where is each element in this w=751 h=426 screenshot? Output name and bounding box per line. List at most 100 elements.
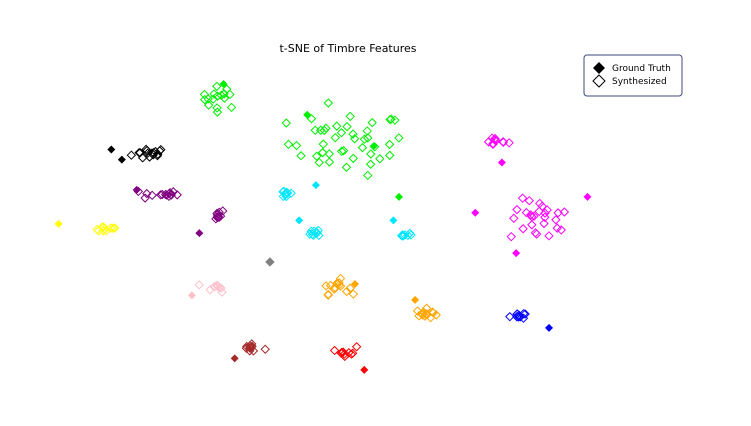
synthesized-point: [412, 306, 423, 316]
ground-truth-point: [350, 279, 359, 288]
synthesized-point: [526, 210, 536, 220]
synthesized-point: [518, 224, 528, 234]
synthesized-point: [157, 189, 167, 200]
synthesized-point: [539, 218, 549, 229]
synthesized-point: [362, 126, 372, 136]
synthesized-point: [527, 212, 537, 222]
synthesized-point: [384, 139, 395, 150]
synthesized-point: [212, 91, 223, 101]
synthesized-point: [490, 135, 500, 145]
synthesized-point: [341, 162, 352, 172]
synthesized-point: [559, 207, 570, 217]
synthesized-point: [199, 89, 210, 100]
synthesized-point: [260, 344, 270, 354]
synthesized-point: [314, 157, 324, 168]
synthesized-point: [313, 225, 323, 236]
synthesized-point: [535, 198, 545, 209]
synthesized-point: [427, 307, 438, 317]
synthesized-point: [210, 281, 220, 292]
synthesized-point: [212, 208, 222, 219]
synthesized-point: [214, 282, 225, 293]
synthesized-point: [414, 311, 424, 321]
synthesized-point: [531, 229, 542, 239]
synthesized-point: [308, 230, 319, 240]
ground-truth-point: [107, 145, 116, 154]
ground-truth-point: [394, 192, 403, 201]
ground-truth-point: [195, 229, 204, 238]
synthesized-point: [212, 81, 222, 92]
synthesized-point: [219, 93, 230, 103]
synthesized-point: [318, 139, 328, 149]
synthesized-point: [540, 212, 550, 222]
synthesized-point: [537, 201, 547, 212]
synthesized-point: [305, 229, 315, 239]
synthesized-point: [348, 153, 358, 164]
synthesized-point: [312, 228, 322, 238]
synthesized-point: [359, 134, 370, 144]
synthesized-point: [310, 125, 320, 135]
synthesized-point: [330, 132, 340, 143]
synthesized-point: [365, 159, 376, 169]
synthesized-point: [363, 133, 373, 143]
ground-truth-point: [471, 208, 480, 217]
synthesized-point: [208, 94, 218, 104]
synthesized-point: [335, 273, 346, 284]
ground-truth-point: [583, 192, 592, 201]
legend-ground-truth-label: Ground Truth: [612, 64, 671, 74]
synthesized-point: [312, 151, 322, 161]
synthesized-point: [488, 139, 498, 150]
synthesized-point: [147, 190, 157, 201]
synthesized-point: [211, 214, 221, 224]
synthesized-point: [397, 231, 407, 241]
synthesized-point: [108, 223, 118, 233]
synthesized-point: [323, 290, 333, 300]
synthesized-point: [165, 188, 175, 198]
synthesized-point: [144, 152, 155, 162]
synthesized-point: [281, 118, 291, 128]
points-layer: [54, 79, 592, 374]
synthesized-point: [205, 285, 215, 295]
synthesized-point: [551, 215, 561, 225]
ground-truth-point: [389, 216, 398, 225]
synthesized-point: [241, 343, 252, 353]
synthesized-point: [166, 190, 177, 200]
ground-truth-point: [545, 323, 554, 332]
legend-ground-truth-marker: [593, 62, 605, 74]
synthesized-point: [98, 222, 109, 232]
synthesized-point: [357, 142, 368, 153]
synthesized-point: [512, 204, 522, 215]
ground-truth-point: [411, 295, 420, 304]
synthesized-point: [126, 150, 137, 160]
synthesized-point: [336, 146, 347, 157]
synthesized-point: [518, 308, 529, 319]
synthesized-point: [553, 208, 563, 218]
synthesized-point: [324, 157, 335, 167]
synthesized-point: [375, 154, 385, 164]
chart-title: t-SNE of Timbre Features: [279, 42, 416, 55]
ground-truth-point: [497, 158, 506, 167]
synthesized-point: [336, 128, 347, 138]
synthesized-point: [168, 187, 178, 197]
synthesized-point: [512, 312, 522, 322]
synthesized-point: [212, 107, 223, 117]
synthesized-point: [348, 129, 358, 139]
ground-truth-point: [266, 257, 275, 266]
synthesized-point: [141, 144, 151, 155]
legend-synthesized-marker: [592, 74, 606, 88]
synthesized-point: [216, 90, 227, 100]
synthesized-point: [341, 286, 352, 297]
ground-truth-point: [219, 79, 228, 88]
synthesized-point: [394, 133, 404, 143]
synthesized-point: [245, 346, 255, 356]
synthesized-point: [142, 148, 153, 158]
synthesized-point: [398, 231, 408, 241]
synthesized-point: [330, 282, 340, 293]
synthesized-point: [406, 230, 416, 240]
synthesized-point: [338, 146, 349, 156]
synthesized-point: [306, 226, 317, 236]
synthesized-point: [332, 121, 342, 131]
synthesized-point: [524, 195, 534, 206]
synthesized-point: [321, 281, 331, 291]
synthesized-point: [106, 223, 116, 233]
